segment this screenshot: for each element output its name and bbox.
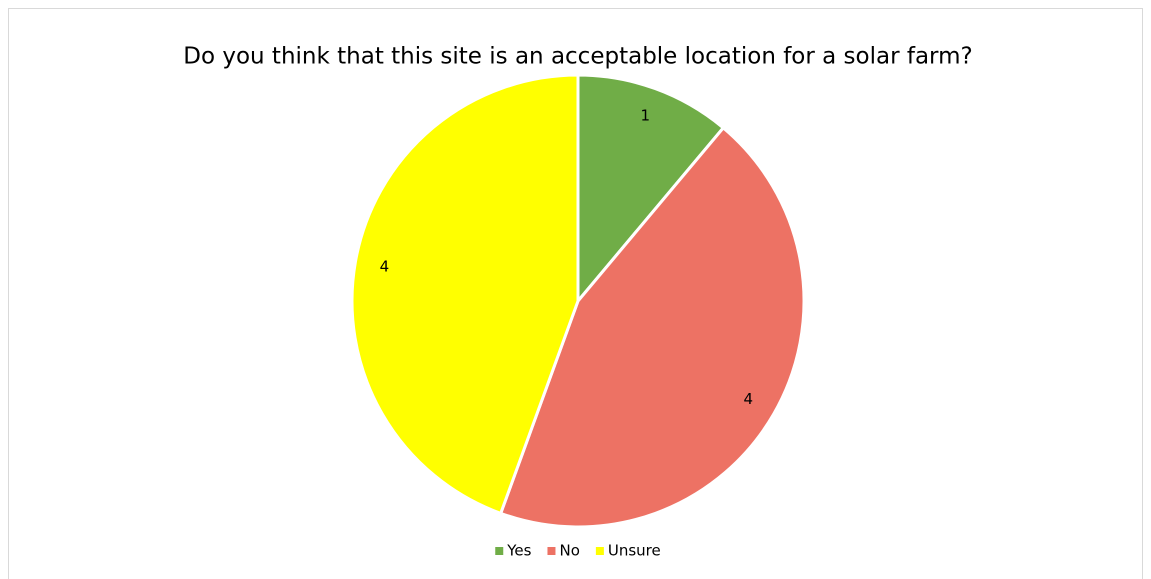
pie-slice bbox=[350, 73, 580, 516]
legend-label: No bbox=[559, 542, 579, 560]
data-label: 4 bbox=[744, 390, 754, 408]
pie-slice bbox=[576, 73, 726, 306]
data-label: 1 bbox=[640, 107, 650, 125]
pie-slice bbox=[498, 125, 806, 529]
legend-label: Yes bbox=[506, 542, 531, 560]
chart-title: Do you think that this site is an accept… bbox=[183, 44, 972, 70]
legend-swatch bbox=[595, 547, 604, 555]
legend-label: Unsure bbox=[608, 542, 661, 560]
data-label: 4 bbox=[380, 257, 390, 275]
legend-swatch bbox=[495, 547, 504, 555]
legend-swatch bbox=[547, 547, 556, 555]
